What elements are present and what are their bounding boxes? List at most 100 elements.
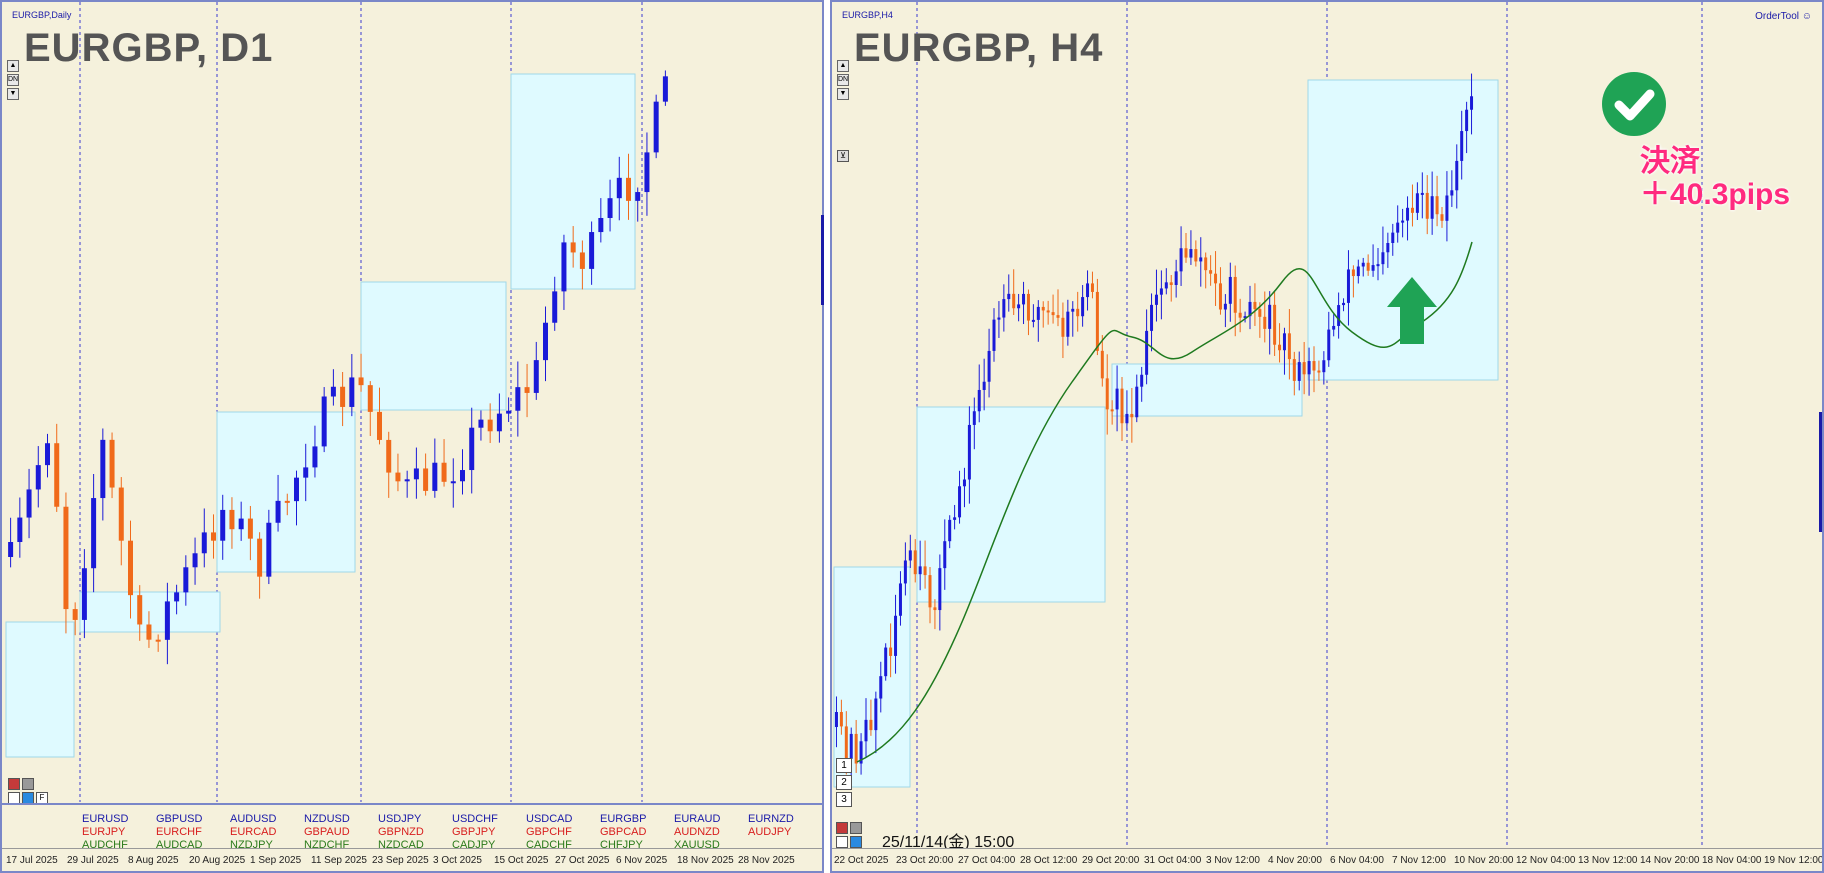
minimize-control-icon[interactable]	[850, 822, 862, 834]
draw-tool-icon[interactable]	[836, 836, 848, 848]
time-axis-label: 3 Nov 12:00	[1206, 855, 1260, 866]
bull-candle	[1007, 293, 1011, 300]
num-button-3[interactable]: 3	[836, 792, 852, 807]
h4-chart-window[interactable]: EURGBP,H4 EURGBP, H4 OrderTool ☺ ▲ DN ▼ …	[830, 0, 1824, 873]
symbol-link-eurusd[interactable]: EURUSD	[82, 813, 129, 825]
symbol-link-audusd[interactable]: AUDUSD	[230, 813, 277, 825]
time-axis-label: 1 Sep 2025	[250, 855, 302, 866]
bull-candle	[1164, 282, 1168, 289]
bull-candle	[81, 568, 87, 620]
mini-controls[interactable]	[836, 822, 862, 834]
close-control-icon[interactable]	[8, 778, 20, 790]
bull-candle	[543, 322, 548, 361]
bull-candle	[1307, 361, 1311, 375]
daily-chart-window[interactable]: EURGBP,Daily EURGBP, D1 ▲ DN ▼ F EURUSD E…	[0, 0, 824, 873]
symbol-link-usdchf[interactable]: USDCHF	[452, 813, 498, 825]
bull-candle	[1066, 311, 1070, 337]
symbol-link-gbpjpy[interactable]: GBPJPY	[452, 826, 496, 838]
bull-candle	[894, 615, 898, 656]
bear-candle	[1169, 282, 1173, 286]
bear-candle	[1287, 333, 1291, 360]
bear-candle	[423, 468, 429, 491]
bull-candle	[450, 481, 456, 484]
bull-candle	[1356, 266, 1360, 277]
bear-candle	[933, 607, 937, 611]
bear-candle	[1209, 270, 1213, 274]
num-button-1[interactable]: 1	[836, 758, 852, 773]
symbol-link-eurnzd[interactable]: EURNZD	[748, 813, 794, 825]
symbol-link-usdcad[interactable]: USDCAD	[526, 813, 573, 825]
symbol-link-gbpnzd[interactable]: GBPNZD	[378, 826, 424, 838]
symbol-link-nzdusd[interactable]: NZDUSD	[304, 813, 350, 825]
bull-candle	[992, 319, 996, 351]
bull-candle	[859, 741, 863, 764]
order-tool-link[interactable]: OrderTool ☺	[1755, 11, 1812, 22]
minimize-control-icon[interactable]	[22, 778, 34, 790]
symbol-link-gbpaud[interactable]: GBPAUD	[304, 826, 350, 838]
symbol-link-usdjpy[interactable]: USDJPY	[378, 813, 422, 825]
bear-candle	[128, 540, 133, 596]
bear-candle	[928, 575, 932, 608]
bull-candle	[948, 519, 952, 542]
bull-candle	[1401, 220, 1405, 223]
close-control-icon[interactable]	[836, 822, 848, 834]
window-title: EURGBP,Daily	[12, 10, 72, 20]
symbol-link-eurgbp[interactable]: EURGBP	[600, 813, 647, 825]
pair-column: EURGBP GBPCAD CHFJPY	[600, 813, 646, 852]
scroll-up-button[interactable]: ▲	[7, 60, 19, 72]
bear-candle	[1100, 350, 1104, 379]
window-title: EURGBP,H4	[842, 10, 893, 20]
symbol-link-gbpcad[interactable]: GBPCAD	[600, 826, 647, 838]
scroll-down-button[interactable]: ▼	[837, 88, 849, 100]
bull-candle	[17, 517, 23, 543]
symbol-link-gbpusd[interactable]: GBPUSD	[156, 813, 203, 825]
bear-candle	[211, 532, 216, 541]
bear-candle	[626, 177, 631, 201]
symbol-link-gbpchf[interactable]: GBPCHF	[526, 826, 572, 838]
cursor-timestamp: 25/11/14(金) 15:00	[882, 834, 1015, 851]
mini-controls-row2[interactable]: F	[8, 792, 48, 804]
number-buttons[interactable]: 1 2 3	[836, 758, 852, 809]
mini-controls[interactable]	[8, 778, 34, 790]
bull-candle	[1268, 304, 1272, 329]
bull-candle	[653, 101, 659, 153]
chart-shift-button[interactable]: ⊻	[837, 150, 849, 162]
scroll-dn-button[interactable]: DN	[7, 74, 19, 86]
f-button[interactable]: F	[36, 792, 48, 804]
mini-controls-row2[interactable]	[836, 836, 862, 848]
bull-candle	[884, 647, 888, 677]
bear-candle	[1253, 301, 1257, 310]
bull-candle	[404, 479, 410, 482]
time-axis-label: 17 Jul 2025	[6, 855, 58, 866]
symbol-timeframe-label: EURGBP, D1	[24, 26, 274, 70]
color-tool-icon[interactable]	[850, 836, 862, 848]
bear-candle	[386, 439, 392, 473]
symbol-link-eurcad[interactable]: EURCAD	[230, 826, 277, 838]
range-box	[5, 621, 75, 758]
bear-candle	[913, 550, 917, 575]
symbol-link-eurjpy[interactable]: EURJPY	[82, 826, 126, 838]
scroll-up-button[interactable]: ▲	[837, 60, 849, 72]
scroll-down-button[interactable]: ▼	[7, 88, 19, 100]
num-button-2[interactable]: 2	[836, 775, 852, 790]
bull-candle	[1420, 192, 1424, 195]
symbol-link-eurchf[interactable]: EURCHF	[156, 826, 202, 838]
symbol-link-audjpy[interactable]: AUDJPY	[748, 826, 792, 838]
chart-scroll-controls[interactable]: ▲ DN ▼	[837, 60, 849, 102]
bull-candle	[1115, 388, 1119, 410]
symbol-link-audnzd[interactable]: AUDNZD	[674, 826, 720, 838]
bull-candle	[478, 419, 484, 428]
time-axis-label: 10 Nov 20:00	[1454, 855, 1514, 866]
daily-candlestick-chart[interactable]	[2, 2, 824, 873]
bear-candle	[137, 595, 143, 625]
bear-candle	[72, 609, 78, 620]
bull-candle	[987, 350, 991, 382]
pair-column: GBPUSD EURCHF AUDCAD	[156, 813, 202, 852]
scroll-dn-button[interactable]: DN	[837, 74, 849, 86]
h4-candlestick-chart[interactable]	[832, 2, 1824, 873]
bull-candle	[908, 550, 912, 561]
symbol-link-euraud[interactable]: EURAUD	[674, 813, 721, 825]
chart-scroll-controls[interactable]: ▲ DN ▼	[7, 60, 19, 102]
bull-candle	[552, 291, 558, 323]
time-axis: 17 Jul 2025 29 Jul 2025 8 Aug 2025 20 Aug 2…	[2, 848, 822, 871]
